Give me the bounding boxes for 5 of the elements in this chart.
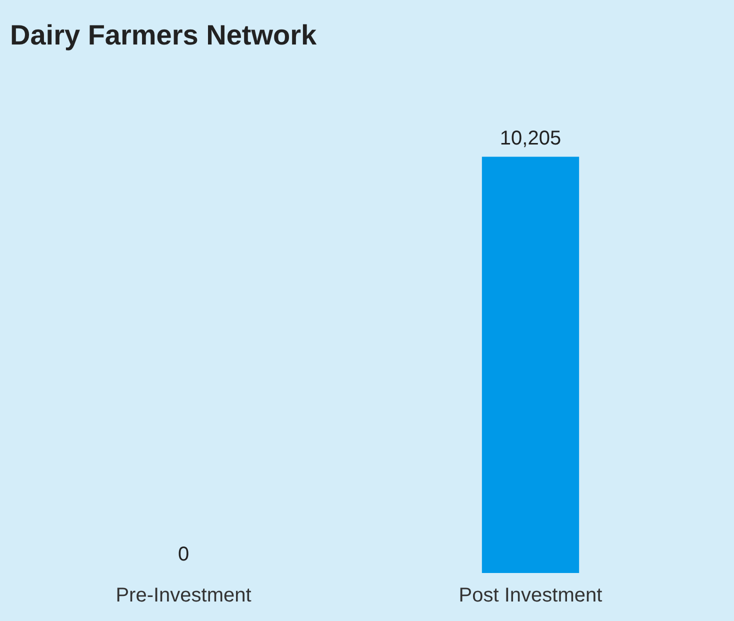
chart-title: Dairy Farmers Network — [10, 20, 318, 51]
x-tick-label: Post Investment — [458, 584, 603, 607]
data-label: 10,205 — [500, 127, 562, 150]
data-label: 0 — [178, 544, 190, 566]
x-tick-label: Pre-Investment — [116, 584, 252, 607]
